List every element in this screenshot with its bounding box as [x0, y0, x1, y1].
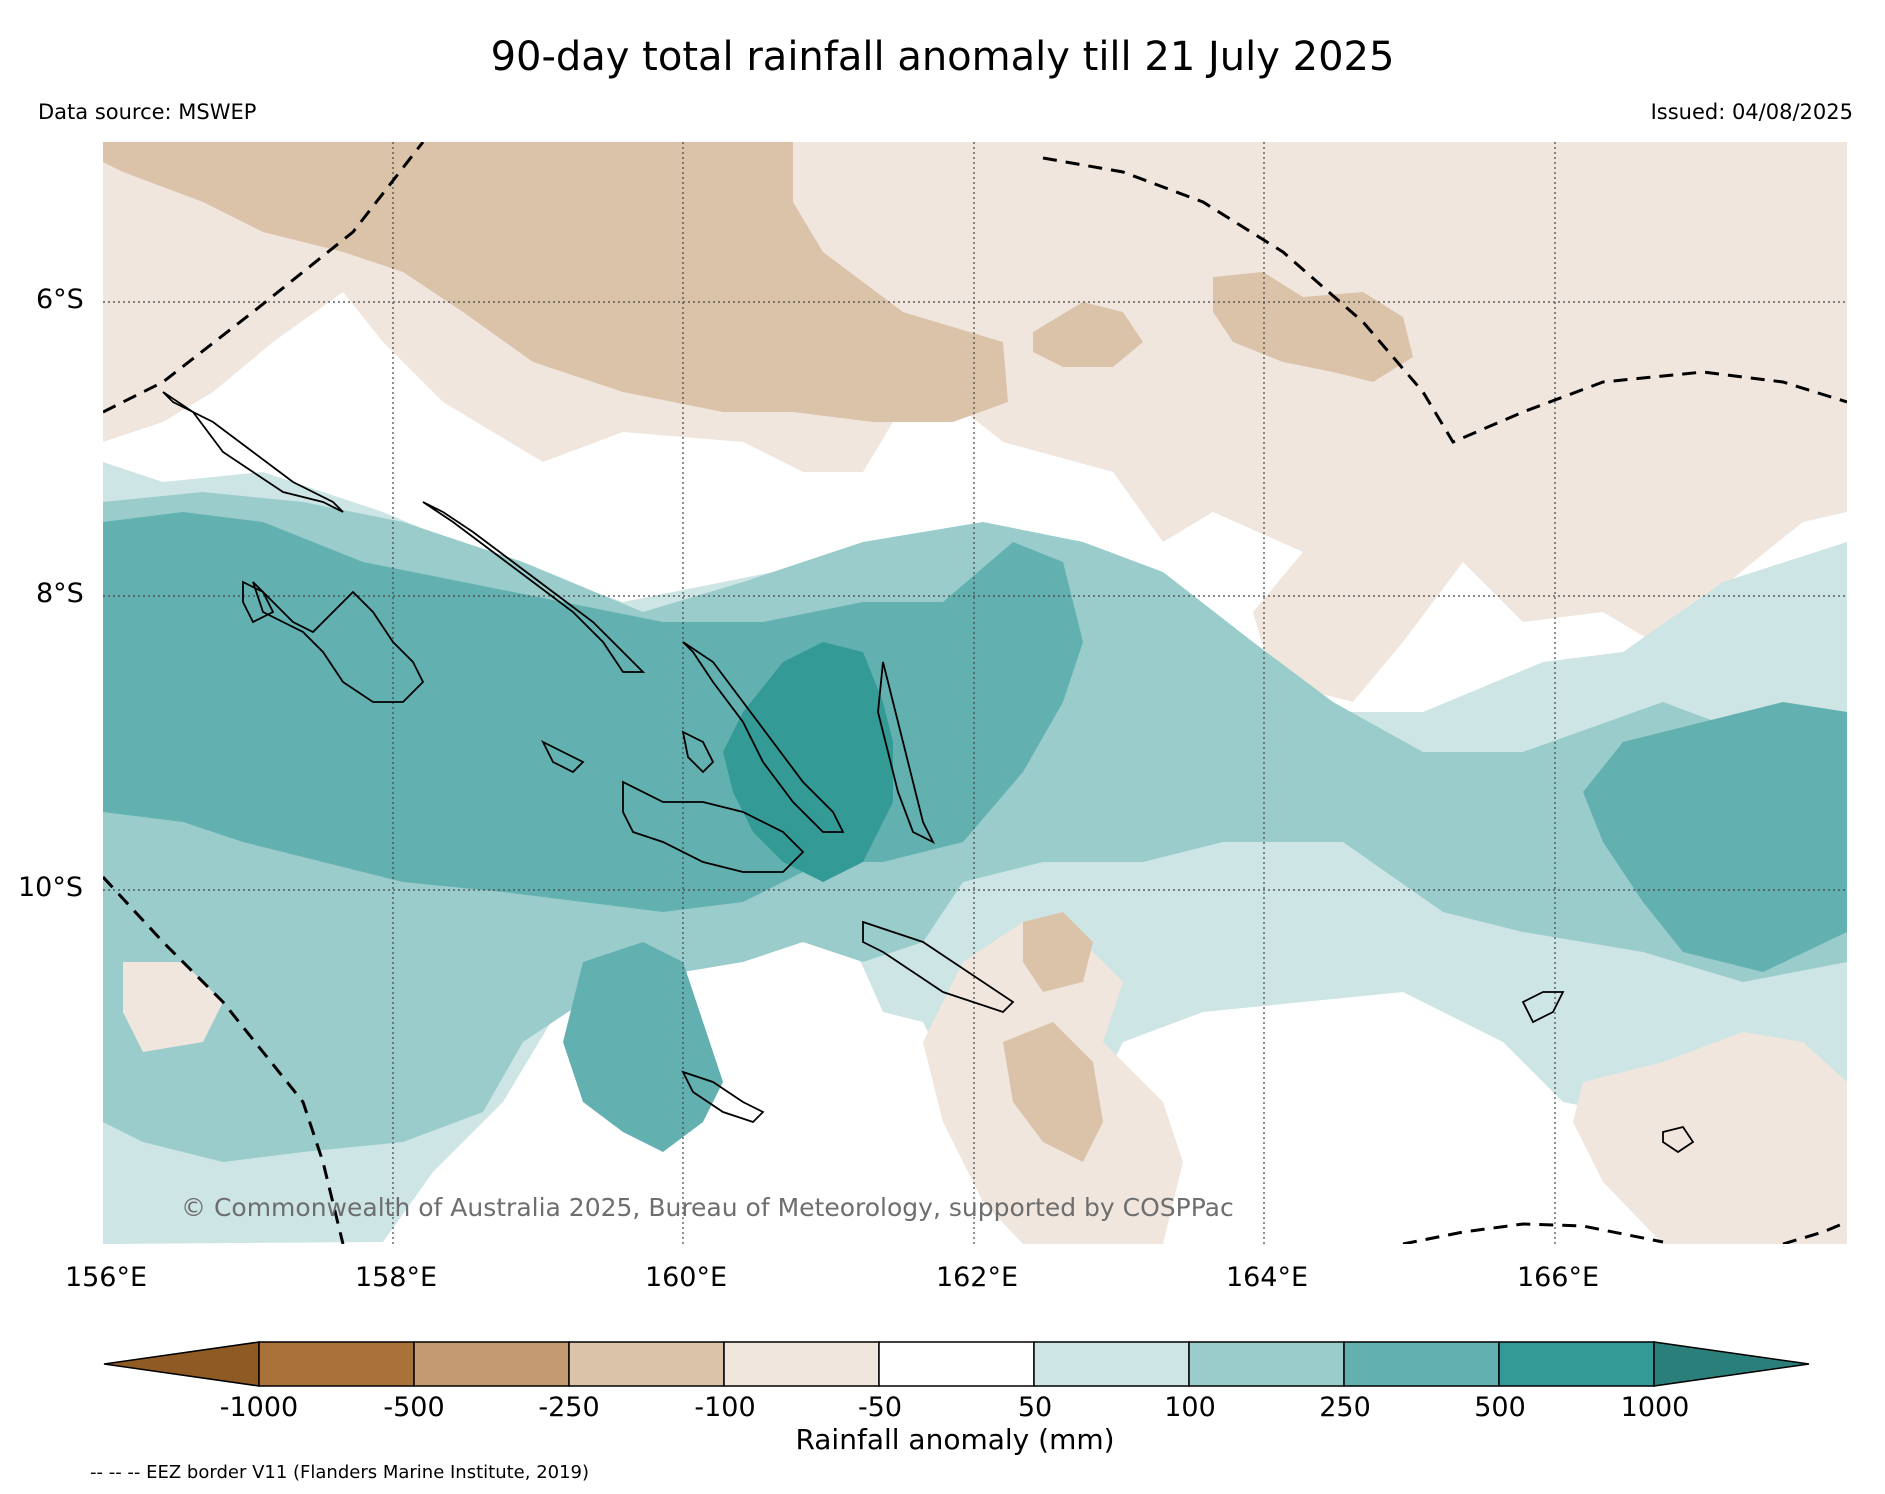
island-makira	[862, 920, 1015, 1014]
colorbar-tick: -100	[694, 1392, 756, 1423]
issued-date: Issued: 04/08/2025	[1650, 100, 1853, 124]
colorbar-label: Rainfall anomaly (mm)	[795, 1423, 1115, 1456]
island-santa-isabel	[682, 641, 845, 833]
colorbar-tick: -50	[857, 1392, 903, 1423]
island-bougainville	[162, 391, 344, 513]
dry-patch-east	[1213, 272, 1413, 382]
eez-legend-note: -- -- -- EEZ border V11 (Flanders Marine…	[90, 1462, 590, 1483]
colorbar-extend-high	[1653, 1341, 1810, 1387]
colorbar-segment	[413, 1341, 570, 1387]
colorbar-tick: 50	[1017, 1392, 1053, 1423]
wet-patch-east	[1583, 702, 1847, 972]
island-new-georgia	[252, 581, 425, 703]
lon-label-156e: 156°E	[64, 1262, 148, 1293]
colorbar-tick: -500	[383, 1392, 445, 1423]
colorbar-tick: 100	[1164, 1392, 1216, 1423]
colorbar	[103, 1341, 1810, 1387]
island-vella-lavella	[242, 580, 275, 624]
colorbar-tick: -250	[538, 1392, 600, 1423]
colorbar-segment	[1033, 1341, 1190, 1387]
lon-label-166e: 166°E	[1516, 1262, 1600, 1293]
lon-label-160e: 160°E	[644, 1262, 728, 1293]
colorbar-segment	[258, 1341, 415, 1387]
colorbar-tick: 1000	[1620, 1392, 1690, 1423]
wet-patch-south	[563, 942, 723, 1152]
dry-patch-central	[1033, 302, 1143, 367]
dry-patch-southwest	[123, 962, 223, 1052]
island-choiseul	[422, 501, 646, 673]
rainfall-anomaly-map: © Commonwealth of Australia 2025, Bureau…	[103, 142, 1847, 1244]
island-rennell	[681, 1070, 765, 1124]
island-malaita	[877, 661, 936, 845]
wet-region-very-strong	[723, 642, 893, 882]
colorbar-segment	[723, 1341, 880, 1387]
dry-patch-south-1	[1003, 1022, 1103, 1162]
colorbar-segment	[878, 1341, 1035, 1387]
lat-label-8s: 8°S	[36, 578, 84, 609]
island-florida	[681, 730, 715, 774]
data-source: Data source: MSWEP	[38, 100, 257, 124]
colorbar-segment	[1188, 1341, 1345, 1387]
island-vanikoro	[1662, 1125, 1695, 1154]
lon-label-158e: 158°E	[354, 1262, 438, 1293]
eez-borders	[103, 142, 1847, 1244]
dry-patch-south-2	[1023, 912, 1093, 992]
lon-label-164e: 164°E	[1225, 1262, 1309, 1293]
colorbar-extend-low	[103, 1341, 260, 1387]
dry-region-north-mid	[103, 142, 1008, 422]
colorbar-tick: 500	[1474, 1392, 1526, 1423]
island-russell	[540, 739, 585, 774]
colorbar-segment	[1343, 1341, 1500, 1387]
lat-label-10s: 10°S	[18, 872, 83, 903]
lon-label-162e: 162°E	[935, 1262, 1019, 1293]
colorbar-tick: -1000	[219, 1392, 299, 1423]
island-guadalcanal	[622, 780, 805, 873]
page-title: 90-day total rainfall anomaly till 21 Ju…	[490, 34, 1395, 80]
colorbar-tick: 250	[1319, 1392, 1371, 1423]
colorbar-segment	[1498, 1341, 1655, 1387]
gridlines	[103, 142, 1847, 1244]
copyright-notice: © Commonwealth of Australia 2025, Bureau…	[181, 1193, 1234, 1222]
island-outlines	[162, 391, 1695, 1154]
island-nendo	[1521, 991, 1565, 1024]
lat-label-6s: 6°S	[36, 284, 84, 315]
colorbar-segment	[568, 1341, 725, 1387]
dry-region-southeast	[1573, 1032, 1847, 1244]
